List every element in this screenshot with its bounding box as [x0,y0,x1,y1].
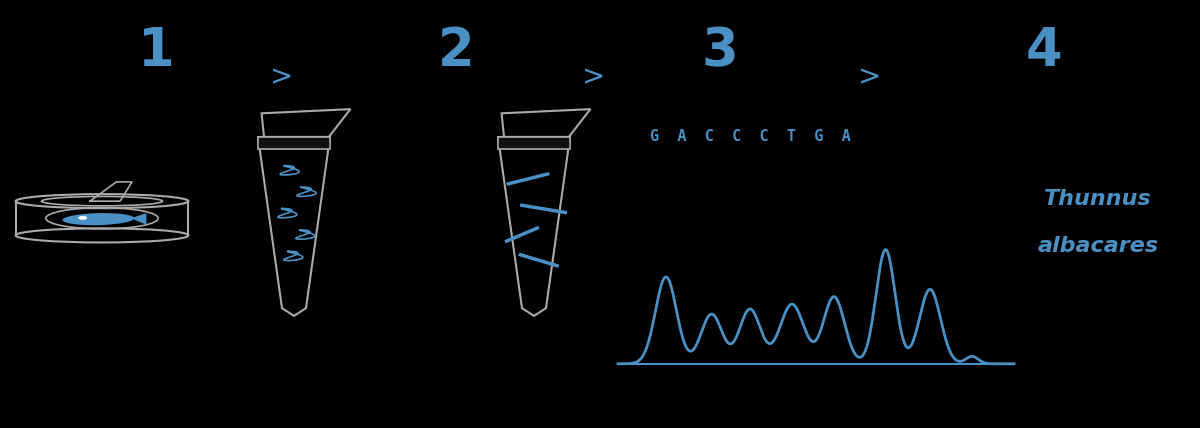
Text: 2: 2 [438,25,474,77]
Circle shape [79,217,86,219]
Text: 3: 3 [702,25,738,77]
Text: >: > [270,63,294,91]
Text: G  A  C  C  C  T  G  A: G A C C C T G A [649,129,851,145]
Ellipse shape [62,213,134,225]
Text: >: > [858,63,882,91]
Text: albacares: albacares [1038,236,1158,256]
Text: >: > [582,63,606,91]
Text: 1: 1 [138,25,174,77]
Polygon shape [498,137,570,149]
Text: Thunnus: Thunnus [1044,189,1152,209]
Polygon shape [258,137,330,149]
Polygon shape [131,213,146,225]
Text: 4: 4 [1026,25,1062,77]
